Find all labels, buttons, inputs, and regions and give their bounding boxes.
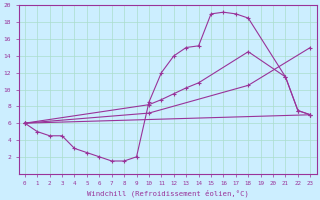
X-axis label: Windchill (Refroidissement éolien,°C): Windchill (Refroidissement éolien,°C) bbox=[87, 189, 249, 197]
